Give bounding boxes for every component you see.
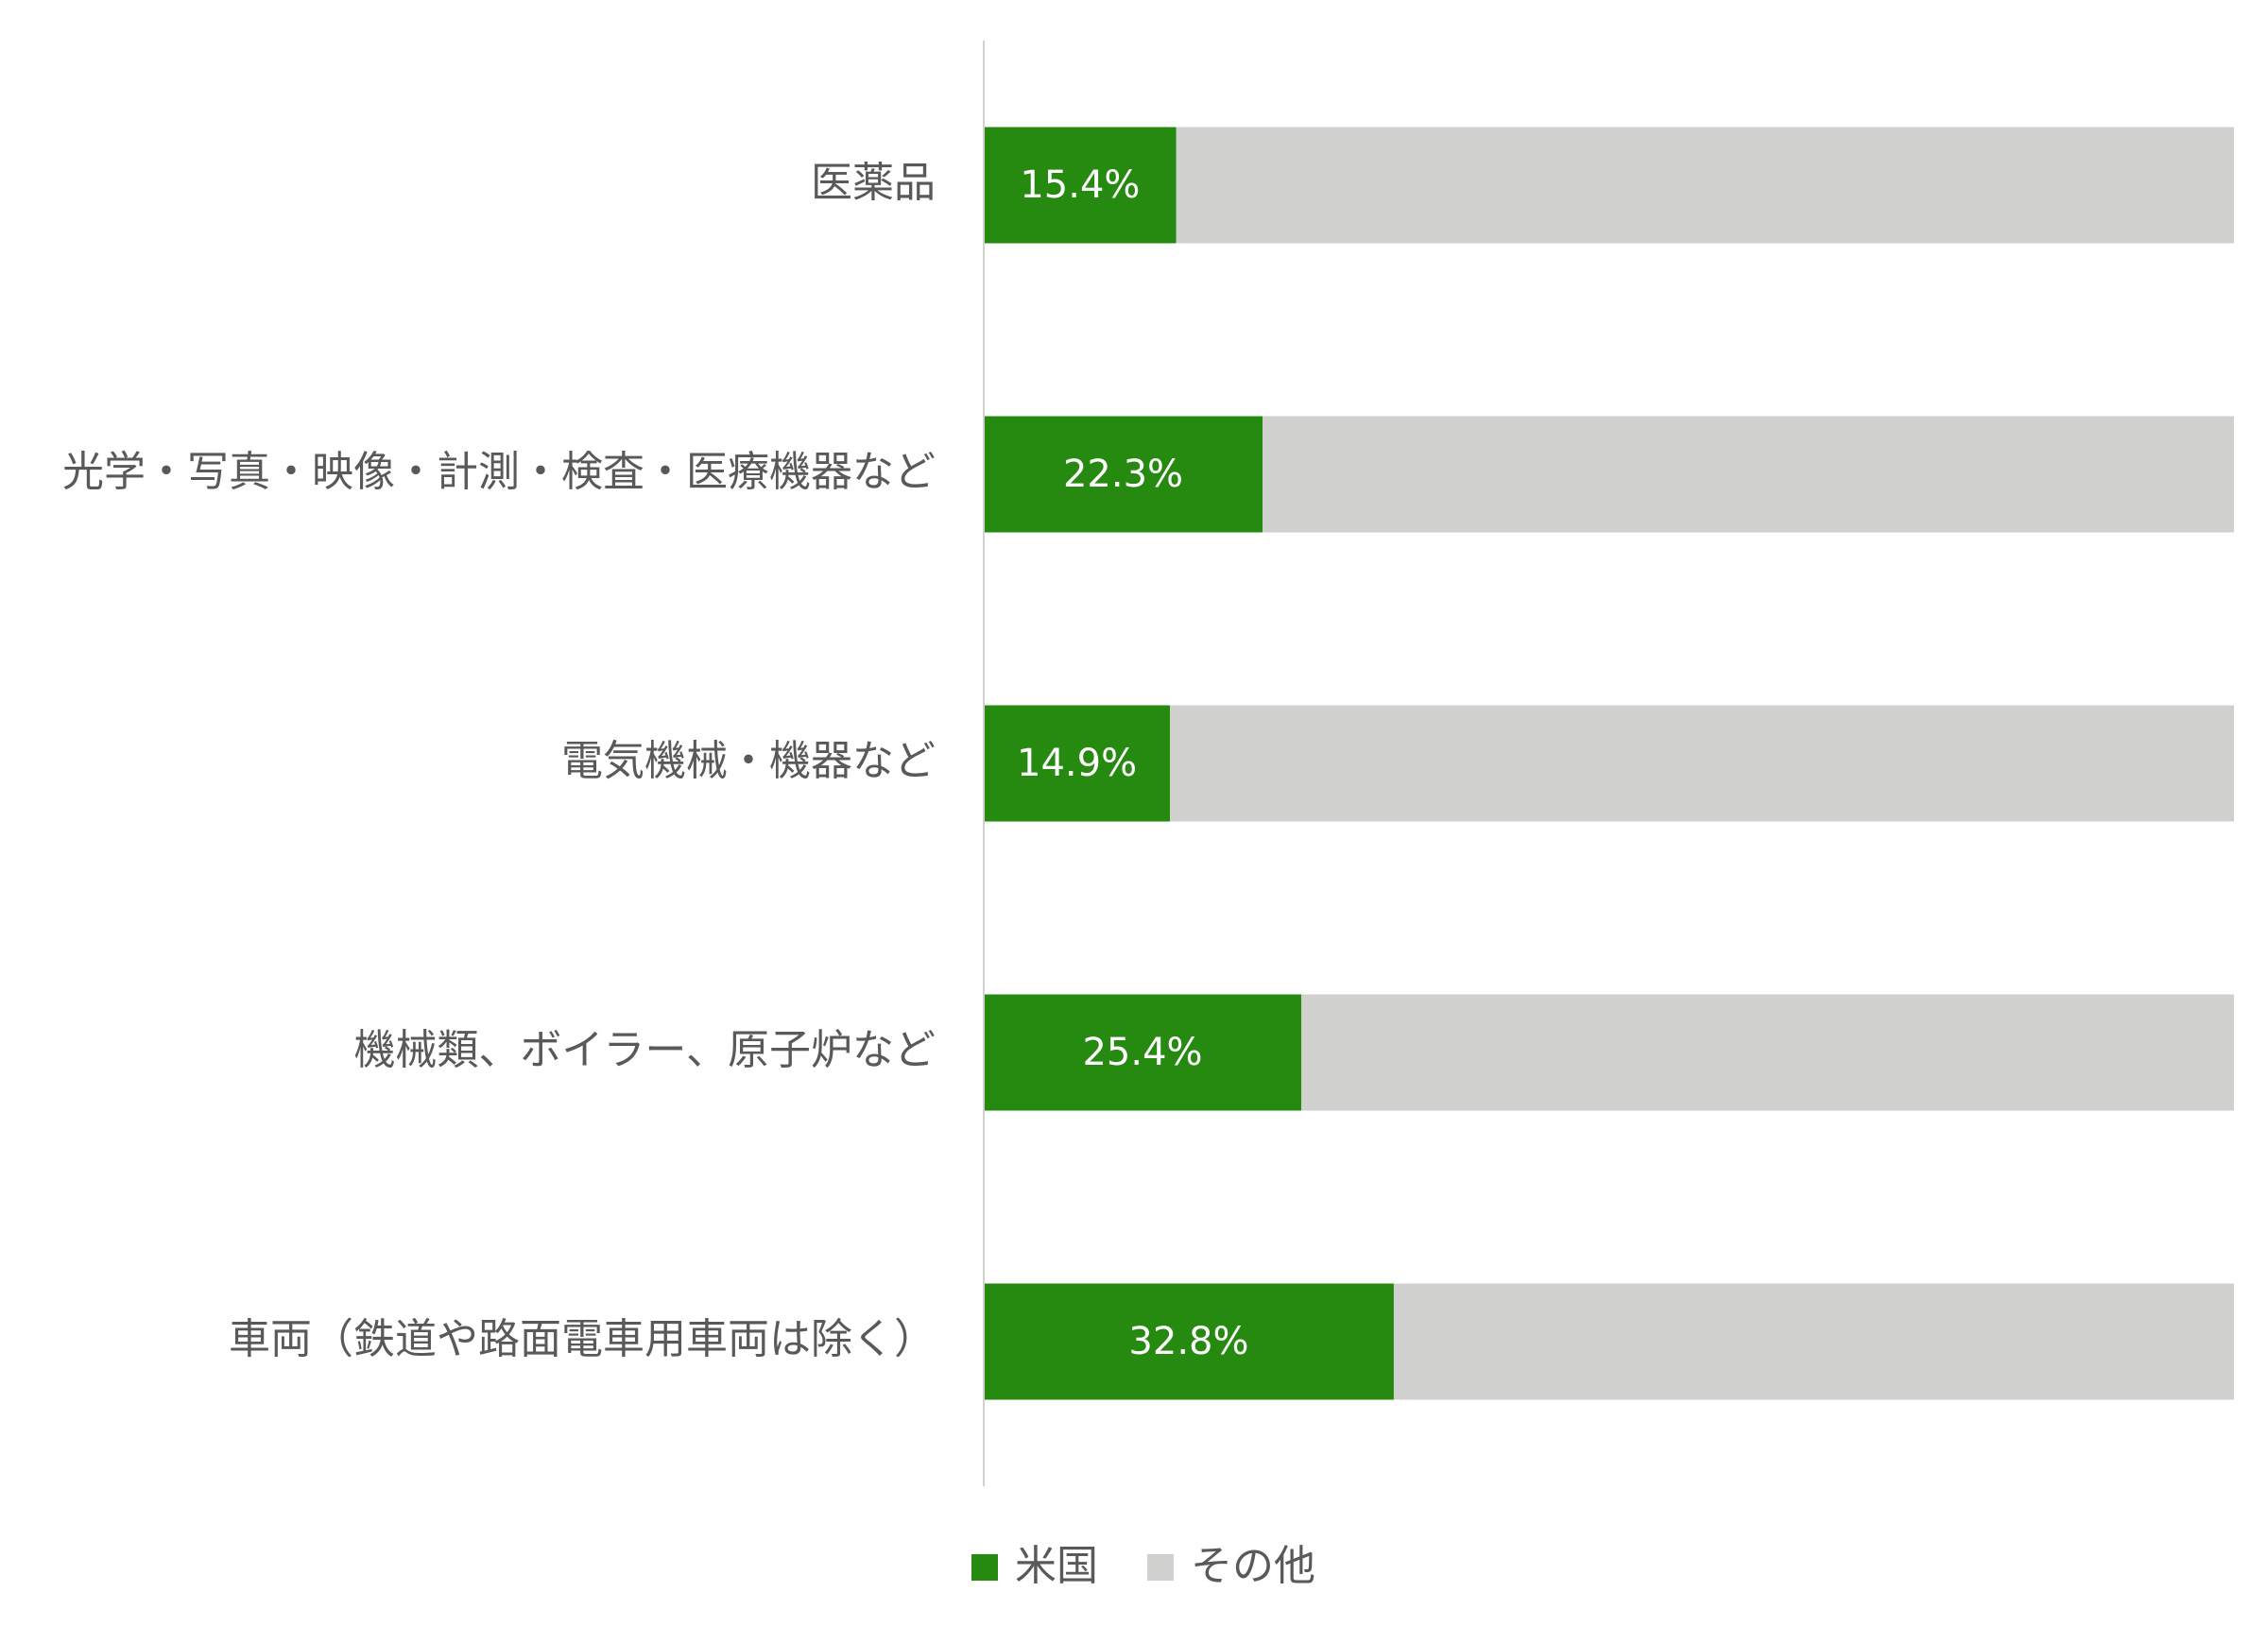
bar-segment [984,994,1302,1111]
bar-segment [1263,416,2234,533]
value-label: 14.9% [1017,742,1137,785]
category-label: 機械類、ボイラー、原子炉など [353,1026,936,1074]
value-label: 15.4% [1020,163,1140,207]
legend-swatch [1147,1554,1174,1581]
bar-segment [1301,994,2234,1111]
bar-segment [984,416,1263,533]
bar-segment [1170,705,2234,822]
bar-segment [1393,1283,2234,1400]
category-label: 光学・写真・映像・計測・検査・医療機器など [62,448,936,496]
legend-label: 米国 [1015,1542,1098,1590]
category-label: 電気機械・機器など [561,737,936,785]
bar-segment [1176,127,2234,244]
value-label: 32.8% [1128,1320,1248,1363]
category-label: 車両（鉄道や路面電車用車両は除く） [229,1315,936,1363]
legend-swatch [971,1554,998,1581]
category-label: 医薬品 [811,159,936,207]
bar-segment [984,127,1177,244]
legend-label: その他 [1191,1542,1315,1590]
value-label: 22.3% [1063,453,1183,496]
bar-segment [984,705,1171,822]
value-label: 25.4% [1082,1031,1202,1074]
bar-segment [984,1283,1394,1400]
